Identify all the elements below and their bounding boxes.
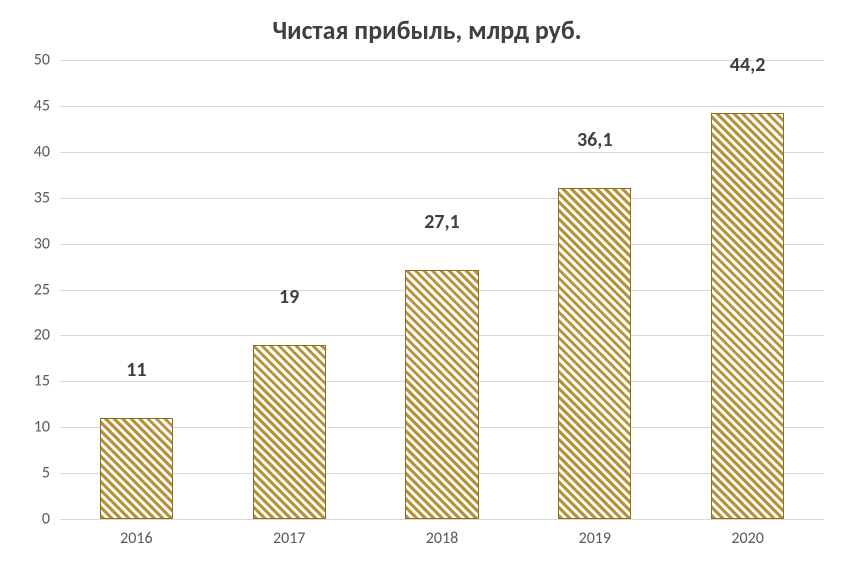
x-axis-label: 2018 [426, 519, 458, 548]
value-label: 36,1 [577, 128, 613, 158]
value-label: 44,2 [730, 53, 766, 83]
value-label: 27,1 [424, 210, 460, 240]
chart-title: Чистая прибыль, млрд руб. [0, 14, 854, 46]
value-label: 11 [126, 358, 146, 388]
y-axis-label: 0 [42, 510, 60, 529]
x-axis-label: 2020 [731, 519, 763, 548]
x-axis-label: 2017 [273, 519, 305, 548]
value-label: 19 [279, 285, 299, 315]
y-axis-label: 20 [34, 326, 60, 345]
y-axis-label: 35 [34, 188, 60, 207]
y-axis-label: 25 [34, 280, 60, 299]
plot-area: 05101520253035404550 2016201720182019202… [60, 60, 824, 519]
x-axis-label: 2019 [579, 519, 611, 548]
y-axis-label: 45 [34, 96, 60, 115]
y-axis-label: 15 [34, 372, 60, 391]
y-axis-label: 30 [34, 234, 60, 253]
y-axis-label: 40 [34, 142, 60, 161]
chart-container: Чистая прибыль, млрд руб. 05101520253035… [0, 0, 854, 569]
y-axis-label: 5 [42, 464, 60, 483]
x-axis-label: 2016 [120, 519, 152, 548]
y-axis-label: 50 [34, 51, 60, 70]
y-axis-label: 10 [34, 418, 60, 437]
value-labels: 111927,136,144,2 [60, 60, 824, 519]
